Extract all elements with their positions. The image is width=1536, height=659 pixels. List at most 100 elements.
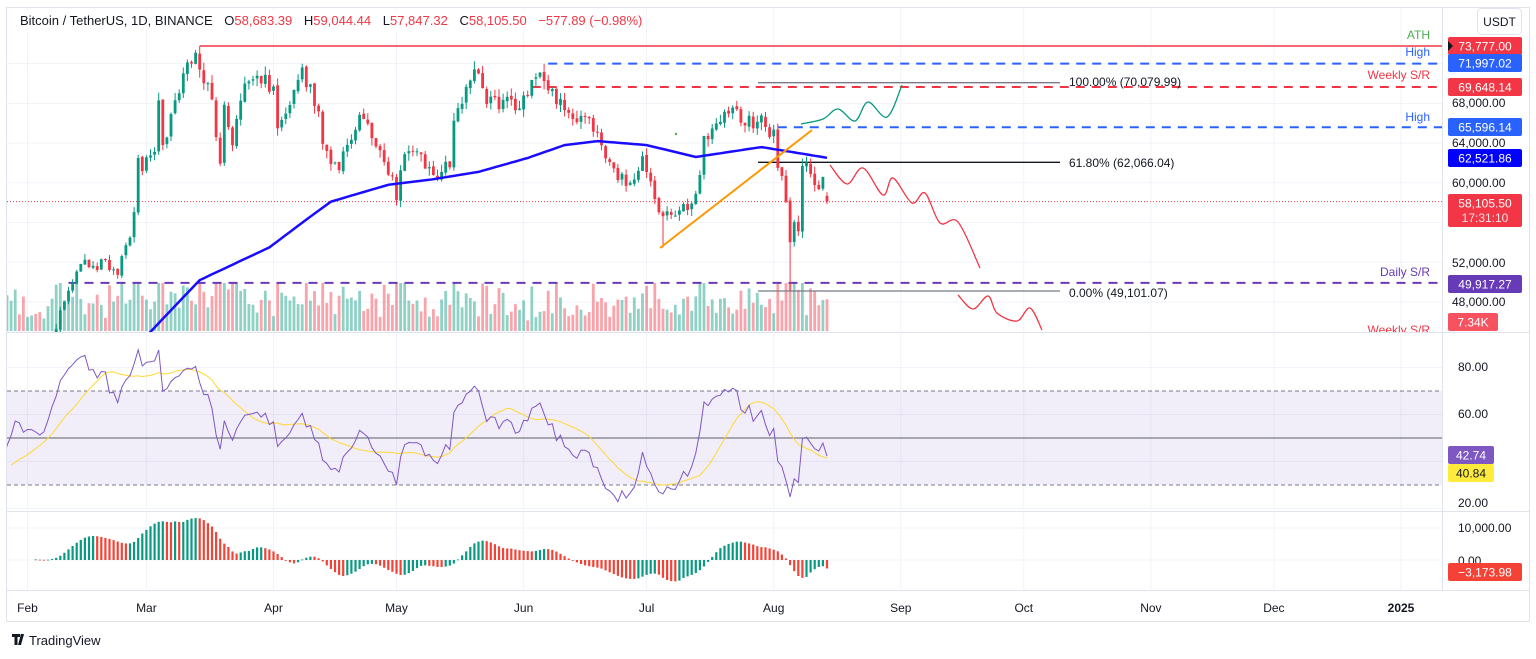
candle-body bbox=[83, 259, 87, 265]
tradingview-logo[interactable]: TradingView bbox=[12, 633, 101, 648]
oscillator-bar bbox=[694, 560, 697, 573]
candle bbox=[530, 79, 534, 99]
volume-bar bbox=[280, 292, 284, 331]
ma200-line bbox=[148, 139, 828, 332]
volume-bar bbox=[489, 313, 493, 331]
candle bbox=[214, 97, 218, 142]
oscillator-bar bbox=[284, 560, 287, 561]
candle bbox=[493, 89, 497, 101]
candle-body bbox=[227, 105, 230, 128]
volume-bar bbox=[38, 312, 42, 331]
oscillator-bar bbox=[288, 560, 291, 563]
time-axis[interactable]: Feb Mar Apr May Jun Jul Aug Sep Oct Nov Dec 2025 bbox=[17, 601, 1415, 615]
ath-label: ATH bbox=[1407, 28, 1430, 42]
candle-body bbox=[694, 193, 698, 204]
oscillator-bar bbox=[387, 560, 390, 571]
oscillator-bar bbox=[727, 543, 730, 560]
volume-bar bbox=[620, 300, 624, 331]
oscillator-bar bbox=[776, 551, 779, 560]
oscillator-bar bbox=[571, 560, 574, 561]
oscillator-bar bbox=[34, 559, 37, 561]
candle-body bbox=[67, 290, 70, 302]
candle-body bbox=[427, 167, 431, 169]
candle-body bbox=[169, 113, 173, 137]
volume-bar bbox=[222, 283, 226, 331]
candle-body bbox=[333, 162, 337, 164]
volume-bar bbox=[608, 316, 612, 331]
candle-body bbox=[591, 118, 595, 132]
rsi-tick: 60.00 bbox=[1458, 407, 1488, 421]
oscillator-bar bbox=[625, 560, 628, 579]
candle bbox=[801, 158, 804, 239]
volume-bar bbox=[2, 305, 5, 331]
drawings[interactable] bbox=[126, 84, 1043, 357]
volume-bar bbox=[649, 308, 653, 331]
volume-bar bbox=[678, 314, 681, 331]
candle-body bbox=[91, 265, 95, 268]
candle bbox=[764, 111, 767, 132]
horizontal-levels[interactable] bbox=[7, 45, 1442, 292]
candle-body bbox=[54, 328, 58, 332]
candle-body bbox=[632, 179, 636, 184]
candle-body bbox=[374, 138, 378, 147]
high-price-label-2: 65,596.14 bbox=[1448, 118, 1522, 136]
candle-body bbox=[755, 121, 759, 129]
volume-bar bbox=[792, 283, 796, 331]
oscillator-bar bbox=[813, 560, 816, 570]
candle-body bbox=[288, 104, 292, 114]
volume-bar bbox=[366, 308, 370, 331]
weekly-sr-label: Weekly S/R bbox=[1368, 68, 1431, 82]
time-tick: Jul bbox=[639, 601, 654, 615]
candle bbox=[690, 201, 694, 216]
candle bbox=[641, 151, 644, 172]
currency-button[interactable]: USDT bbox=[1477, 8, 1522, 35]
time-tick: Mar bbox=[136, 601, 157, 615]
high-price-label-1: 71,997.02 bbox=[1448, 54, 1522, 72]
time-tick: Sep bbox=[890, 601, 912, 615]
legend[interactable]: Bitcoin / TetherUS, 1D, BINANCE O58,683.… bbox=[20, 13, 642, 28]
volume-bar bbox=[13, 289, 17, 331]
oscillator-bar bbox=[403, 560, 406, 575]
candle bbox=[555, 88, 558, 109]
oscillator-bar bbox=[71, 545, 74, 560]
volume-bar bbox=[805, 315, 808, 331]
volume-bar bbox=[436, 316, 439, 331]
volume-bar bbox=[423, 297, 427, 331]
candle bbox=[813, 166, 817, 192]
oscillator-bar bbox=[333, 560, 337, 573]
trendline bbox=[659, 129, 813, 249]
symbol-title[interactable]: Bitcoin / TetherUS, 1D, BINANCE bbox=[20, 13, 213, 28]
candle bbox=[337, 161, 341, 174]
candle bbox=[374, 137, 378, 149]
oscillator-bar bbox=[559, 553, 562, 560]
svg-text:7.34K: 7.34K bbox=[1457, 316, 1488, 330]
candle-body bbox=[63, 301, 66, 310]
candle-body bbox=[354, 129, 357, 141]
oscillator-bar bbox=[600, 560, 603, 569]
volume-bar bbox=[124, 303, 128, 331]
oscillator-bar bbox=[342, 560, 345, 577]
candle bbox=[468, 79, 472, 95]
candle-body bbox=[272, 86, 275, 91]
volume-bar bbox=[259, 299, 263, 331]
candle bbox=[403, 151, 407, 172]
oscillator-bar bbox=[477, 541, 480, 560]
candle bbox=[58, 306, 62, 332]
volume-bar bbox=[768, 298, 771, 331]
oscillator-bar bbox=[686, 560, 689, 577]
volume-bar bbox=[374, 298, 378, 331]
candle bbox=[87, 259, 91, 269]
oscillator-bar bbox=[55, 557, 58, 560]
oscillator-bar bbox=[141, 533, 144, 560]
candle-body bbox=[518, 108, 521, 111]
volume-bar bbox=[645, 285, 648, 331]
price-tick: 60,000.00 bbox=[1452, 176, 1506, 190]
candle bbox=[235, 115, 238, 149]
candle-body bbox=[641, 156, 644, 171]
candle-body bbox=[300, 67, 304, 80]
candle-series[interactable] bbox=[2, 46, 829, 381]
oscillator-bar bbox=[616, 560, 619, 576]
volume-bar bbox=[546, 290, 550, 331]
volume-bar bbox=[206, 307, 210, 331]
